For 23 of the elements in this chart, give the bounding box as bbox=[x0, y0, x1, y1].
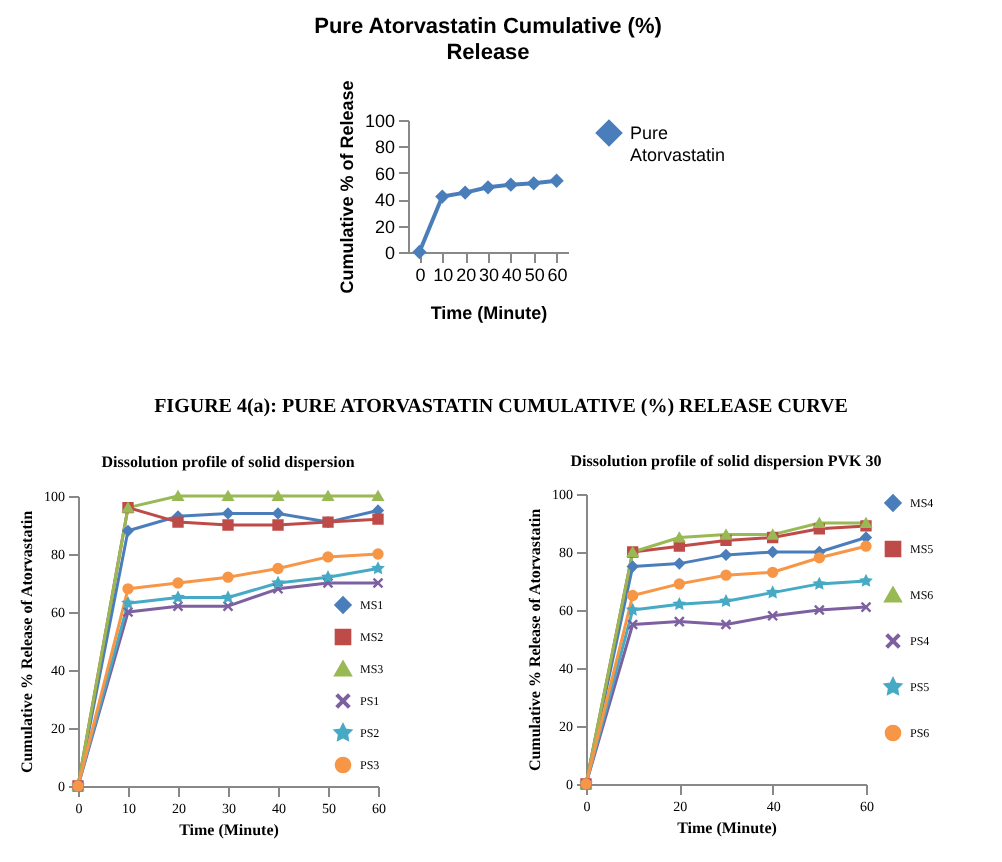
y-tick-label: 60 bbox=[374, 163, 395, 184]
x-tick-label: 30 bbox=[478, 265, 500, 285]
x-axis-title: Time (Minute) bbox=[179, 821, 280, 839]
y-tick-label: 20 bbox=[374, 216, 395, 237]
x-tick-label: 40 bbox=[501, 265, 522, 285]
y-tick-label: 40 bbox=[374, 190, 395, 211]
legend-label: Pure Atorvastatin bbox=[630, 123, 726, 165]
chart-title: Dissolution profile of solid dispersion bbox=[101, 453, 356, 472]
y-tick-label: 100 bbox=[364, 111, 395, 131]
chart-title: Pure Atorvastatin Cumulative (%) Release bbox=[314, 15, 663, 66]
y-tick-label: 80 bbox=[374, 137, 395, 158]
caption: FIGURE 4(a): PURE ATORVASTATIN CUMULATIVE (%) RELEASE CURVE bbox=[152, 396, 850, 418]
x-axis-title: Time (Minute) bbox=[430, 303, 548, 323]
x-axis-title: Time (Minute) bbox=[677, 819, 778, 837]
y-tick-label: 0 bbox=[384, 243, 395, 263]
y-axis-title: Cumulative % Release of Atorvastatin bbox=[18, 509, 36, 774]
y-axis-title: Cumulative % of Release bbox=[336, 80, 357, 294]
x-tick-label: 10 bbox=[433, 265, 454, 285]
x-tick-label: 0 bbox=[415, 265, 426, 285]
y-axis-title: Cumulative % Release of Atorvastatin bbox=[526, 507, 544, 772]
x-tick-label: 50 bbox=[524, 265, 545, 285]
chart-title: Dissolution profile of solid dispersion PVK 30 bbox=[570, 452, 882, 470]
x-tick-label: 20 bbox=[456, 265, 477, 285]
